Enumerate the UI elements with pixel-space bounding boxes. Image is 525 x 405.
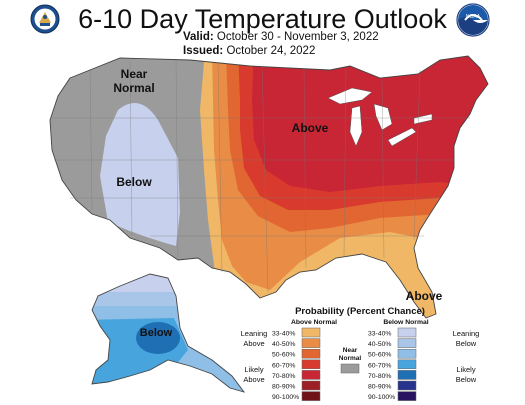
label-near-normal-2: Normal [113,81,154,95]
legend-below-header: Below Normal [383,319,428,326]
issued-date: Issued: October 24, 2022 [183,45,315,57]
legend-below-swatch [397,391,417,401]
legend-rows: 33-40% 33-40% 40-50% 40-50% 50-60% 50-60% 60-7… [272,327,417,401]
map-title: 6-10 Day Temperature Outlook [78,4,447,34]
label-below-main: Below [116,175,152,189]
legend-below-swatch [397,348,417,359]
legend-below-range-label: 40-50% [368,341,391,348]
legend-below-range-label: 80-90% [368,384,391,391]
state-boundaries [52,59,470,293]
zone-below-33-40 [100,102,180,247]
legend-leaning-below-2: Below [456,339,477,348]
legend-below-swatch [397,338,417,348]
label-below-alaska: Below [140,327,173,339]
valid-value: October 30 - November 3, 2022 [216,31,379,43]
legend-leaning-above-1: Leaning [241,329,268,338]
legend-text: Probability (Percent Chance) Above Norma… [241,306,480,384]
map-labels: Near Normal Above Below Above Below [113,67,442,339]
legend-below-range-label: 60-70% [368,362,391,369]
legend-above-range-label: 70-80% [272,373,295,380]
ak-zone-below-70-80 [136,322,180,354]
valid-dates: Valid: October 30 - November 3, 2022 [183,31,379,43]
legend-above-range-label: 80-90% [272,384,295,391]
zone-above-70-80 [252,56,488,192]
legend-likely-above-1: Likely [244,365,263,374]
legend-below-range-label: 90-100% [368,394,395,401]
label-above-main: Above [292,121,329,135]
legend-below-swatch [397,327,417,338]
legend-title: Probability (Percent Chance) [295,306,425,317]
legend-below-swatch [397,380,417,391]
lake-superior [327,87,373,105]
lake-michigan [349,105,363,147]
legend-above-range-label: 60-70% [272,362,295,369]
legend-above-swatch [301,391,321,401]
legend-above-swatch [301,370,321,380]
legend-above-range-label: 40-50% [272,341,295,348]
legend-above-swatch [301,359,321,370]
legend-above-swatch [301,380,321,391]
legend-likely-below-1: Likely [456,365,475,374]
legend-near-normal-1: Near [343,347,358,354]
legend-below-range-label: 33-40% [368,331,391,338]
legend-below-range-label: 50-60% [368,352,391,359]
legend-above-range-label: 50-60% [272,352,295,359]
legend-above-swatch [301,327,321,338]
lake-huron [373,103,393,131]
noaa-logo-icon: NOAA [456,3,490,37]
legend-above-range-label: 33-40% [272,331,295,338]
legend-near-normal-2: Normal [339,355,362,362]
svg-text:NOAA: NOAA [466,14,481,20]
legend-above-header: Above Normal [291,319,337,326]
legend-likely-above-2: Above [243,375,264,384]
legend-above-swatch [301,338,321,348]
label-near-normal-1: Near [121,67,148,81]
legend-leaning-above-2: Above [243,339,264,348]
legend-leaning-below-1: Leaning [453,329,480,338]
commerce-seal-icon [30,4,60,34]
great-lakes [327,87,433,147]
label-above-florida: Above [406,289,443,303]
legend-likely-below-2: Below [456,375,477,384]
legend-above-swatch [301,348,321,359]
legend-below-swatch [397,359,417,370]
lake-erie [387,127,417,147]
legend-near-normal-swatch [340,363,360,374]
lake-ontario [413,113,433,125]
legend-above-range-label: 90-100% [272,394,299,401]
legend-below-range-label: 70-80% [368,373,391,380]
issued-label: Issued: [183,45,224,57]
legend-below-swatch [397,370,417,380]
valid-label: Valid: [183,31,214,43]
issued-value: October 24, 2022 [226,45,316,57]
